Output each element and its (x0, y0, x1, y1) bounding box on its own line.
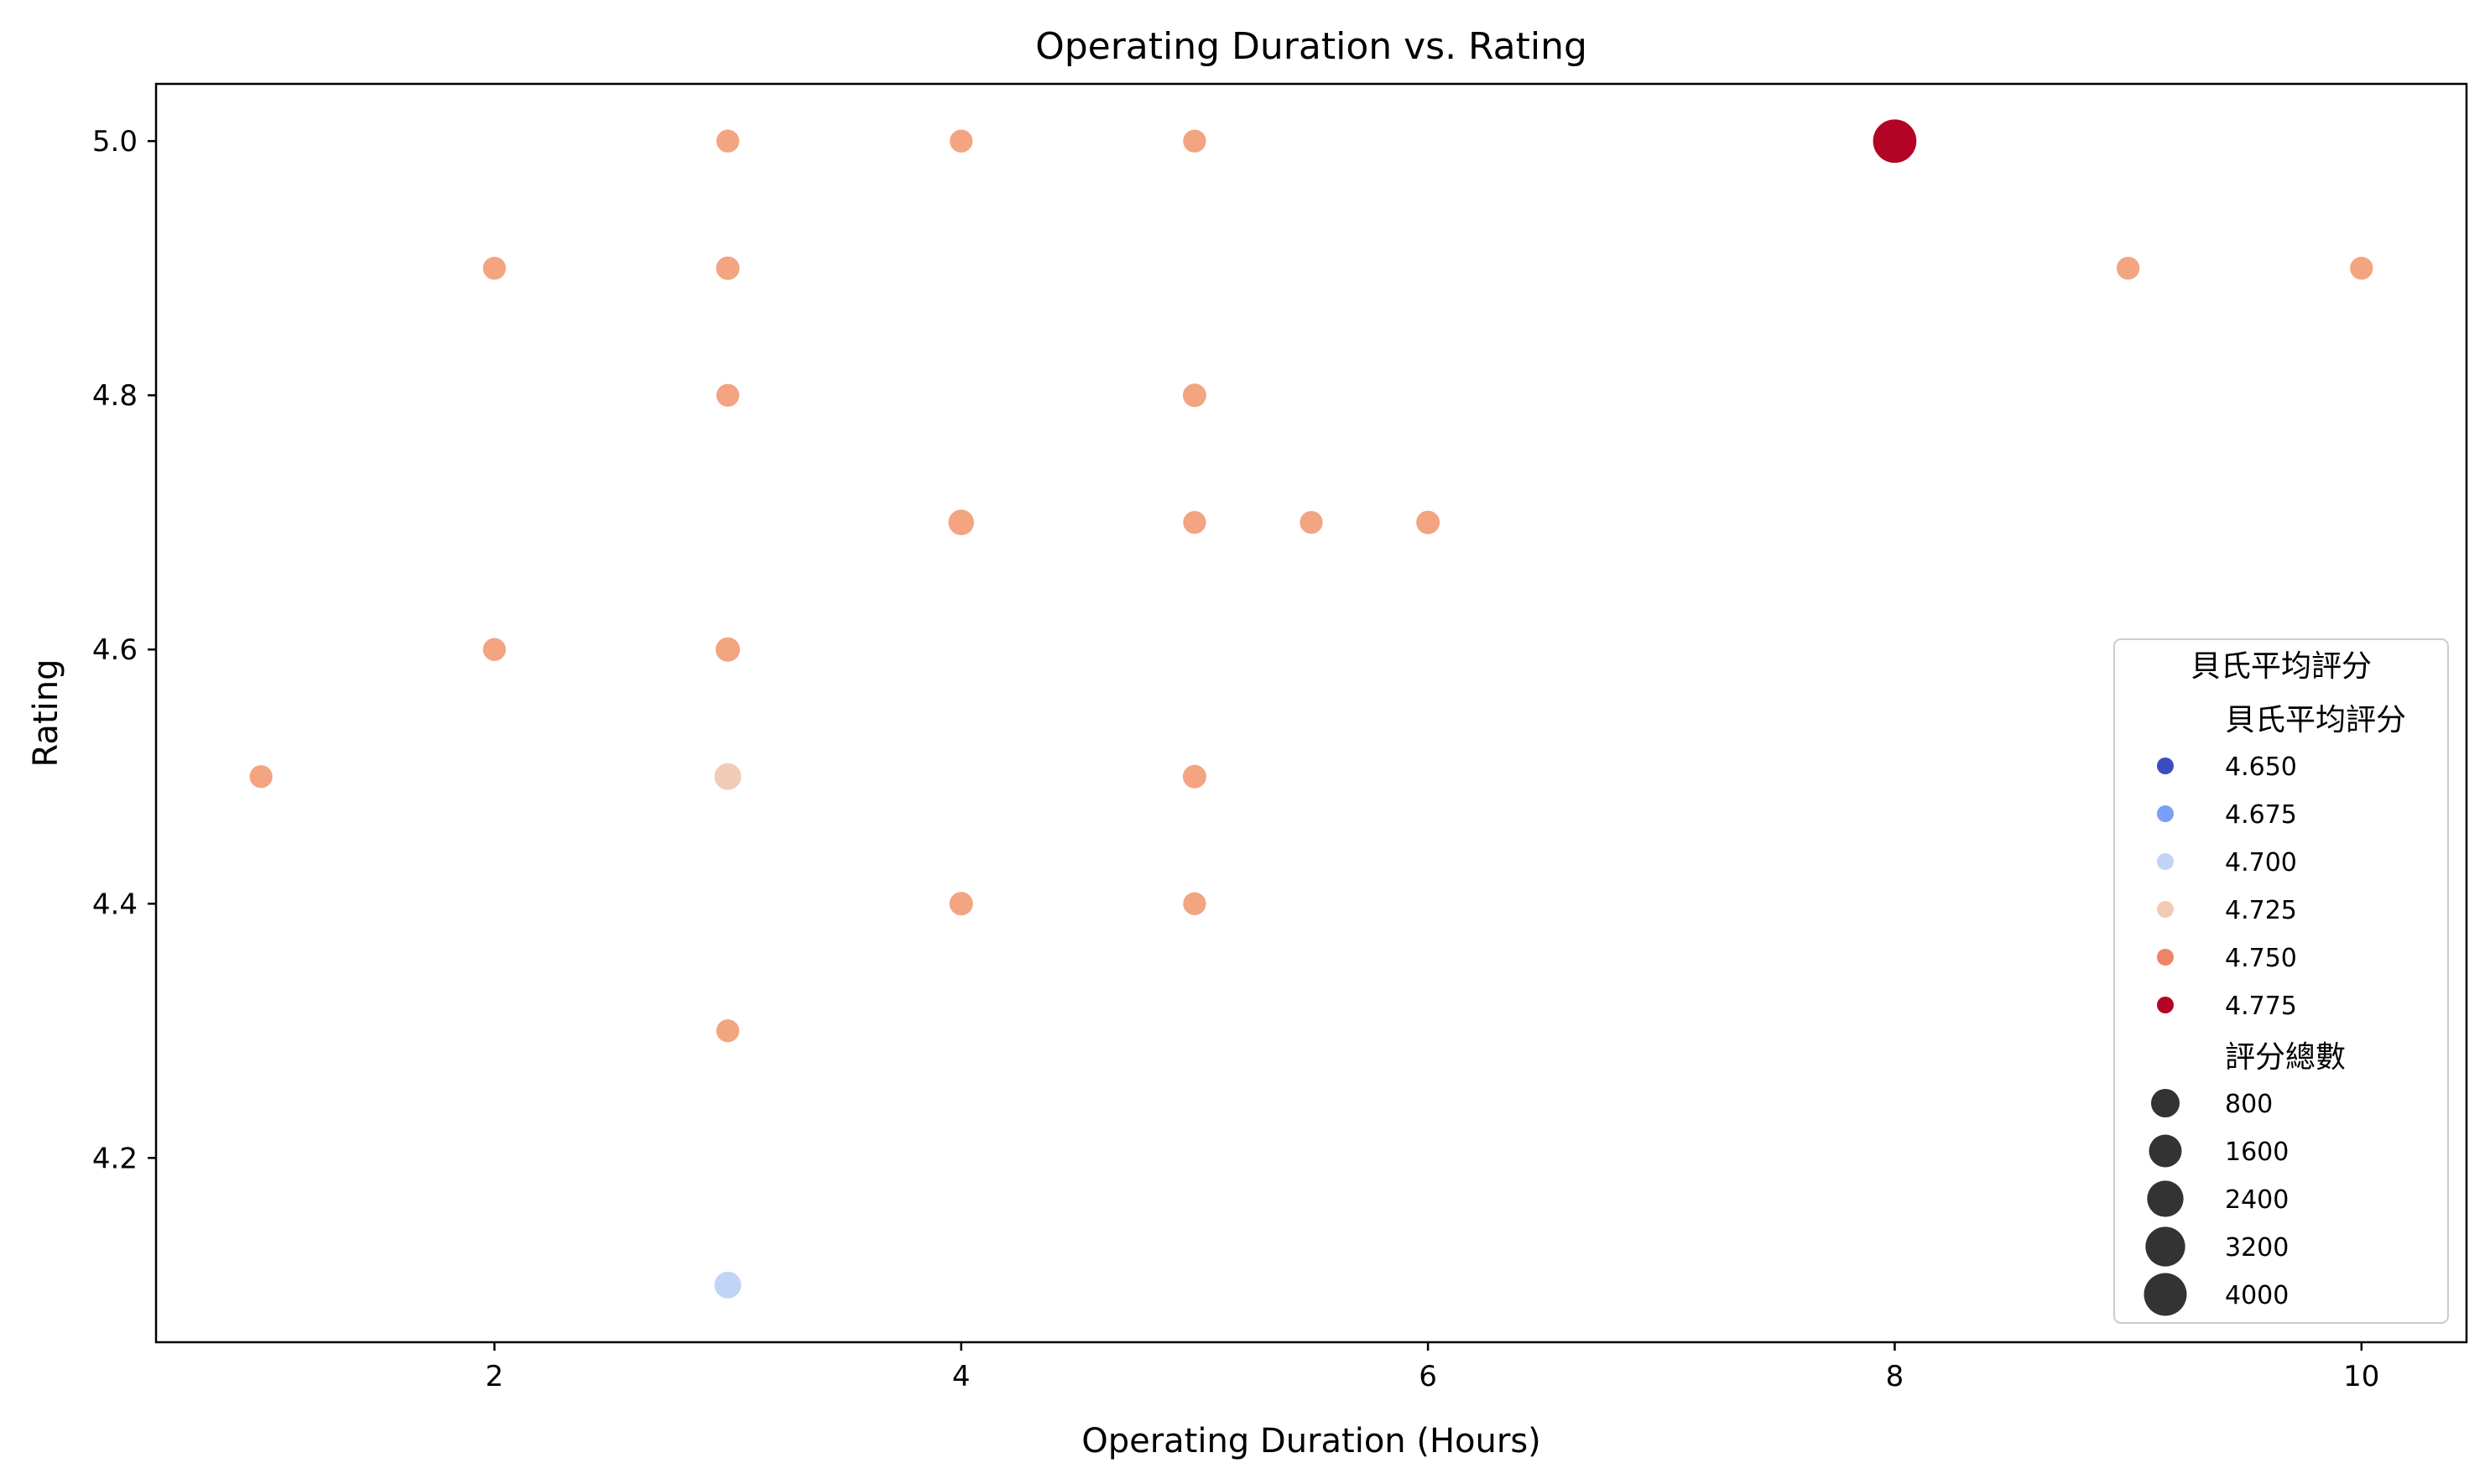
legend-hue-swatch (2157, 997, 2174, 1013)
legend-hue-label: 4.700 (2225, 848, 2297, 877)
y-axis-ticks: 4.2 4.4 4.6 4.8 5.0 (92, 125, 156, 1175)
legend-size-swatch (2149, 1134, 2182, 1168)
legend-hue-title: 貝氏平均評分 (2225, 703, 2406, 737)
y-tick-label: 4.2 (92, 1142, 138, 1175)
data-point (1298, 509, 1325, 535)
data-point (715, 128, 741, 154)
data-point (248, 763, 274, 789)
data-point (2348, 255, 2374, 281)
data-point (1181, 763, 1208, 790)
legend-size-swatch (2144, 1273, 2187, 1316)
x-tick-label: 2 (486, 1360, 504, 1393)
data-point (946, 508, 976, 537)
legend-hue-label: 4.725 (2225, 896, 2297, 925)
data-point (715, 383, 741, 409)
data-point (1181, 382, 1208, 409)
legend-size-label: 1600 (2225, 1138, 2289, 1167)
legend-box (2113, 638, 2449, 1324)
x-tick-label: 10 (2343, 1360, 2379, 1393)
legend-hue-swatch (2157, 805, 2174, 822)
x-axis-label: Operating Duration (Hours) (1081, 1422, 1541, 1461)
legend-size-label: 800 (2225, 1090, 2273, 1119)
legend-title: 貝氏平均評分 (2190, 649, 2372, 684)
data-point (713, 762, 742, 792)
legend-hue-label: 4.650 (2225, 752, 2297, 782)
y-tick-label: 5.0 (92, 125, 138, 159)
legend-hue-label: 4.675 (2225, 800, 2297, 830)
x-axis-ticks: 2 4 6 8 10 (486, 1342, 2379, 1393)
legend-size-title: 評分總數 (2225, 1040, 2346, 1075)
data-point (715, 255, 742, 282)
data-point (715, 1018, 741, 1044)
legend-size-swatch (2150, 1088, 2180, 1118)
data-point (713, 1270, 742, 1300)
legend: 貝氏平均評分 貝氏平均評分 4.6504.6754.7004.7254.7504… (2113, 638, 2449, 1324)
legend-size-swatch (2147, 1180, 2184, 1217)
chart-title: Operating Duration vs. Rating (1035, 25, 1587, 68)
y-tick-label: 4.6 (92, 633, 138, 667)
legend-hue-swatch (2157, 758, 2174, 774)
points-layer (248, 117, 2374, 1300)
legend-size-label: 4000 (2225, 1281, 2289, 1310)
data-point (948, 890, 975, 917)
plot-frame (154, 82, 2468, 1344)
x-tick-label: 8 (1886, 1360, 1904, 1393)
y-axis-label: Rating (27, 659, 65, 768)
data-point (1181, 891, 1208, 917)
legend-hue-label: 4.775 (2225, 992, 2297, 1021)
legend-size-swatch (2145, 1226, 2185, 1267)
legend-hue-swatch (2157, 853, 2174, 870)
legend-size-label: 2400 (2225, 1185, 2289, 1215)
legend-size-entries: 800 1600 2400 3200 4000 (2144, 1088, 2289, 1316)
data-point (2115, 255, 2141, 281)
legend-hue-swatch (2157, 901, 2174, 918)
legend-hue-entries: 4.650 4.675 4.700 4.725 4.750 4.775 (2157, 752, 2297, 1021)
data-point (1181, 128, 1208, 154)
x-tick-label: 4 (952, 1360, 971, 1393)
y-tick-label: 4.4 (92, 888, 138, 921)
x-tick-label: 6 (1419, 1360, 1437, 1393)
legend-hue-swatch (2157, 949, 2174, 966)
data-point (948, 128, 974, 154)
y-tick-label: 4.8 (92, 379, 138, 413)
data-point (482, 637, 508, 663)
legend-size-label: 3200 (2225, 1233, 2289, 1263)
legend-hue-label: 4.750 (2225, 944, 2297, 973)
data-point (714, 636, 742, 664)
data-point (1872, 117, 1918, 164)
data-point (482, 255, 508, 281)
data-point (1181, 509, 1208, 535)
data-point (1414, 509, 1441, 536)
plot-area (154, 82, 2468, 1344)
